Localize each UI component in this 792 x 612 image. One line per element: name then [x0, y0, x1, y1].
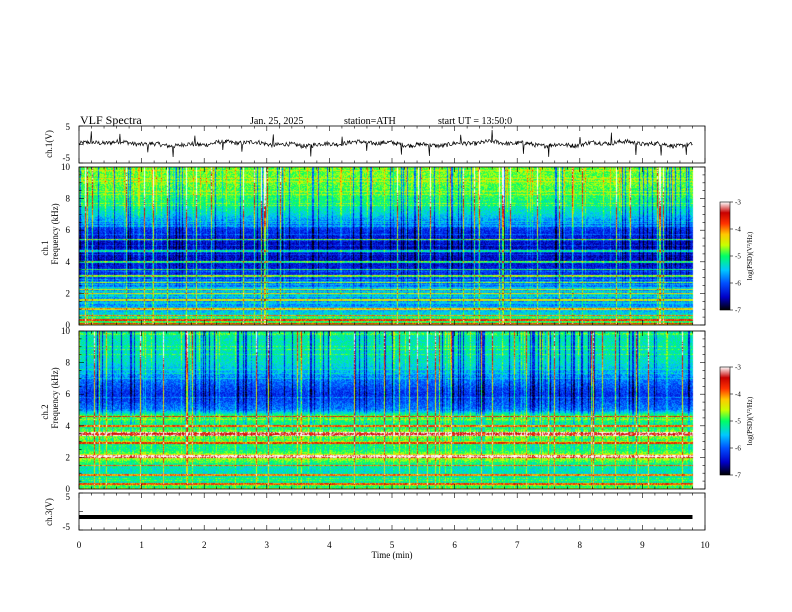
time-tick-label: 1 [139, 540, 144, 550]
time-tick-label: 3 [265, 540, 270, 550]
ch1-ytick-label: 6 [66, 225, 71, 235]
ch2-ytick-label: 4 [66, 421, 71, 431]
ch2-colorbar-tick-label: -7 [735, 472, 741, 480]
ch2-colorbar-tick-label: -5 [735, 418, 741, 426]
ch2-colorbar: -3 -4 -5 -6 -7 log(PSD)(V²/Hz) [719, 364, 754, 480]
ch2-ytick-label: 8 [66, 358, 71, 368]
ch1-waveform-frame [78, 125, 706, 164]
time-axis-label: Time (min) [372, 550, 413, 560]
ch2-ytick-label: 10 [61, 326, 71, 336]
ch1-waveform-trace [78, 129, 693, 158]
ch1-colorbar-tick-label: -4 [735, 226, 741, 234]
ch2-frequency-axis-label: Frequency (kHz) [50, 367, 60, 428]
ch3-waveform-panel: 5 -5 ch.3(V) [44, 492, 706, 532]
ch2-spectrogram-panel: 0 2 4 6 8 10 ch.2 Frequency (kHz) [40, 326, 706, 494]
ch2-colorbar-label: log(PSD)(V²/Hz) [746, 396, 754, 445]
ch1-ylabel: ch.1(V) [44, 130, 54, 158]
time-tick-label: 4 [327, 540, 332, 550]
ch1-colorbar-tick-label: -5 [735, 253, 741, 261]
time-tick-label: 9 [640, 540, 645, 550]
time-tick-label: 2 [202, 540, 207, 550]
ch1-ytick-label: 2 [66, 288, 71, 298]
ch2-colorbar-tick-label: -6 [735, 445, 741, 453]
ch2-colorbar-gradient [719, 366, 731, 476]
ch2-ytick-label: 2 [66, 452, 71, 462]
ch1-ytick-label: 10 [61, 162, 71, 172]
ch1-channel-label: ch.1 [40, 240, 50, 255]
figure-title: VLF Spectra [80, 113, 142, 127]
ch1-ytick-label: 8 [66, 194, 71, 204]
time-tick-label: 0 [77, 540, 82, 550]
time-axis-labels: 0 1 2 3 4 5 6 7 8 9 10 [77, 540, 710, 550]
ch1-waveform-panel: 5 -5 ch.1(V) [44, 122, 706, 164]
time-tick-label: 6 [452, 540, 457, 550]
ch2-colorbar-tick-label: -3 [735, 364, 741, 372]
ch1-ytick-label: 4 [66, 257, 71, 267]
ch1-spectrogram-panel: 0 2 4 6 8 10 ch.1 Frequency (kHz) [40, 162, 706, 330]
ch2-channel-label: ch.2 [40, 404, 50, 419]
ch1-ytick-top: 5 [66, 122, 71, 132]
time-tick-label: 10 [701, 540, 711, 550]
time-tick-label: 7 [515, 540, 520, 550]
header-date: Jan. 25, 2025 [250, 116, 303, 127]
ch1-colorbar-tick-label: -6 [735, 280, 741, 288]
time-axis-ticks [78, 126, 706, 530]
ch2-spectrogram-image [79, 331, 705, 489]
ch2-ytick-label: 6 [66, 389, 71, 399]
ch3-waveform-frame [78, 492, 706, 531]
ch1-spectrogram-image [79, 167, 705, 325]
ch3-ylabel: ch.3(V) [44, 498, 54, 526]
ch2-ytick-label: 0 [66, 484, 71, 494]
ch1-frequency-axis-label: Frequency (kHz) [50, 203, 60, 264]
ch3-ytick-top: 5 [66, 492, 71, 502]
ch1-ytick-bottom: -5 [63, 153, 71, 163]
time-tick-label: 8 [578, 540, 583, 550]
ch1-colorbar: -3 -4 -5 -6 -7 log(PSD)(V²/Hz) [719, 199, 754, 315]
time-tick-label: 5 [390, 540, 395, 550]
ch1-colorbar-gradient [719, 201, 731, 311]
ch2-colorbar-tick-label: -4 [735, 391, 741, 399]
header-station: station=ATH [344, 116, 396, 127]
ch1-colorbar-tick-label: -3 [735, 199, 741, 207]
ch1-colorbar-label: log(PSD)(V²/Hz) [746, 231, 754, 280]
header-start-time: start UT = 13:50:0 [438, 116, 512, 127]
ch1-colorbar-tick-label: -7 [735, 307, 741, 315]
ch3-ytick-bottom: -5 [63, 522, 71, 532]
ch1-ytick-label: 0 [66, 320, 71, 330]
